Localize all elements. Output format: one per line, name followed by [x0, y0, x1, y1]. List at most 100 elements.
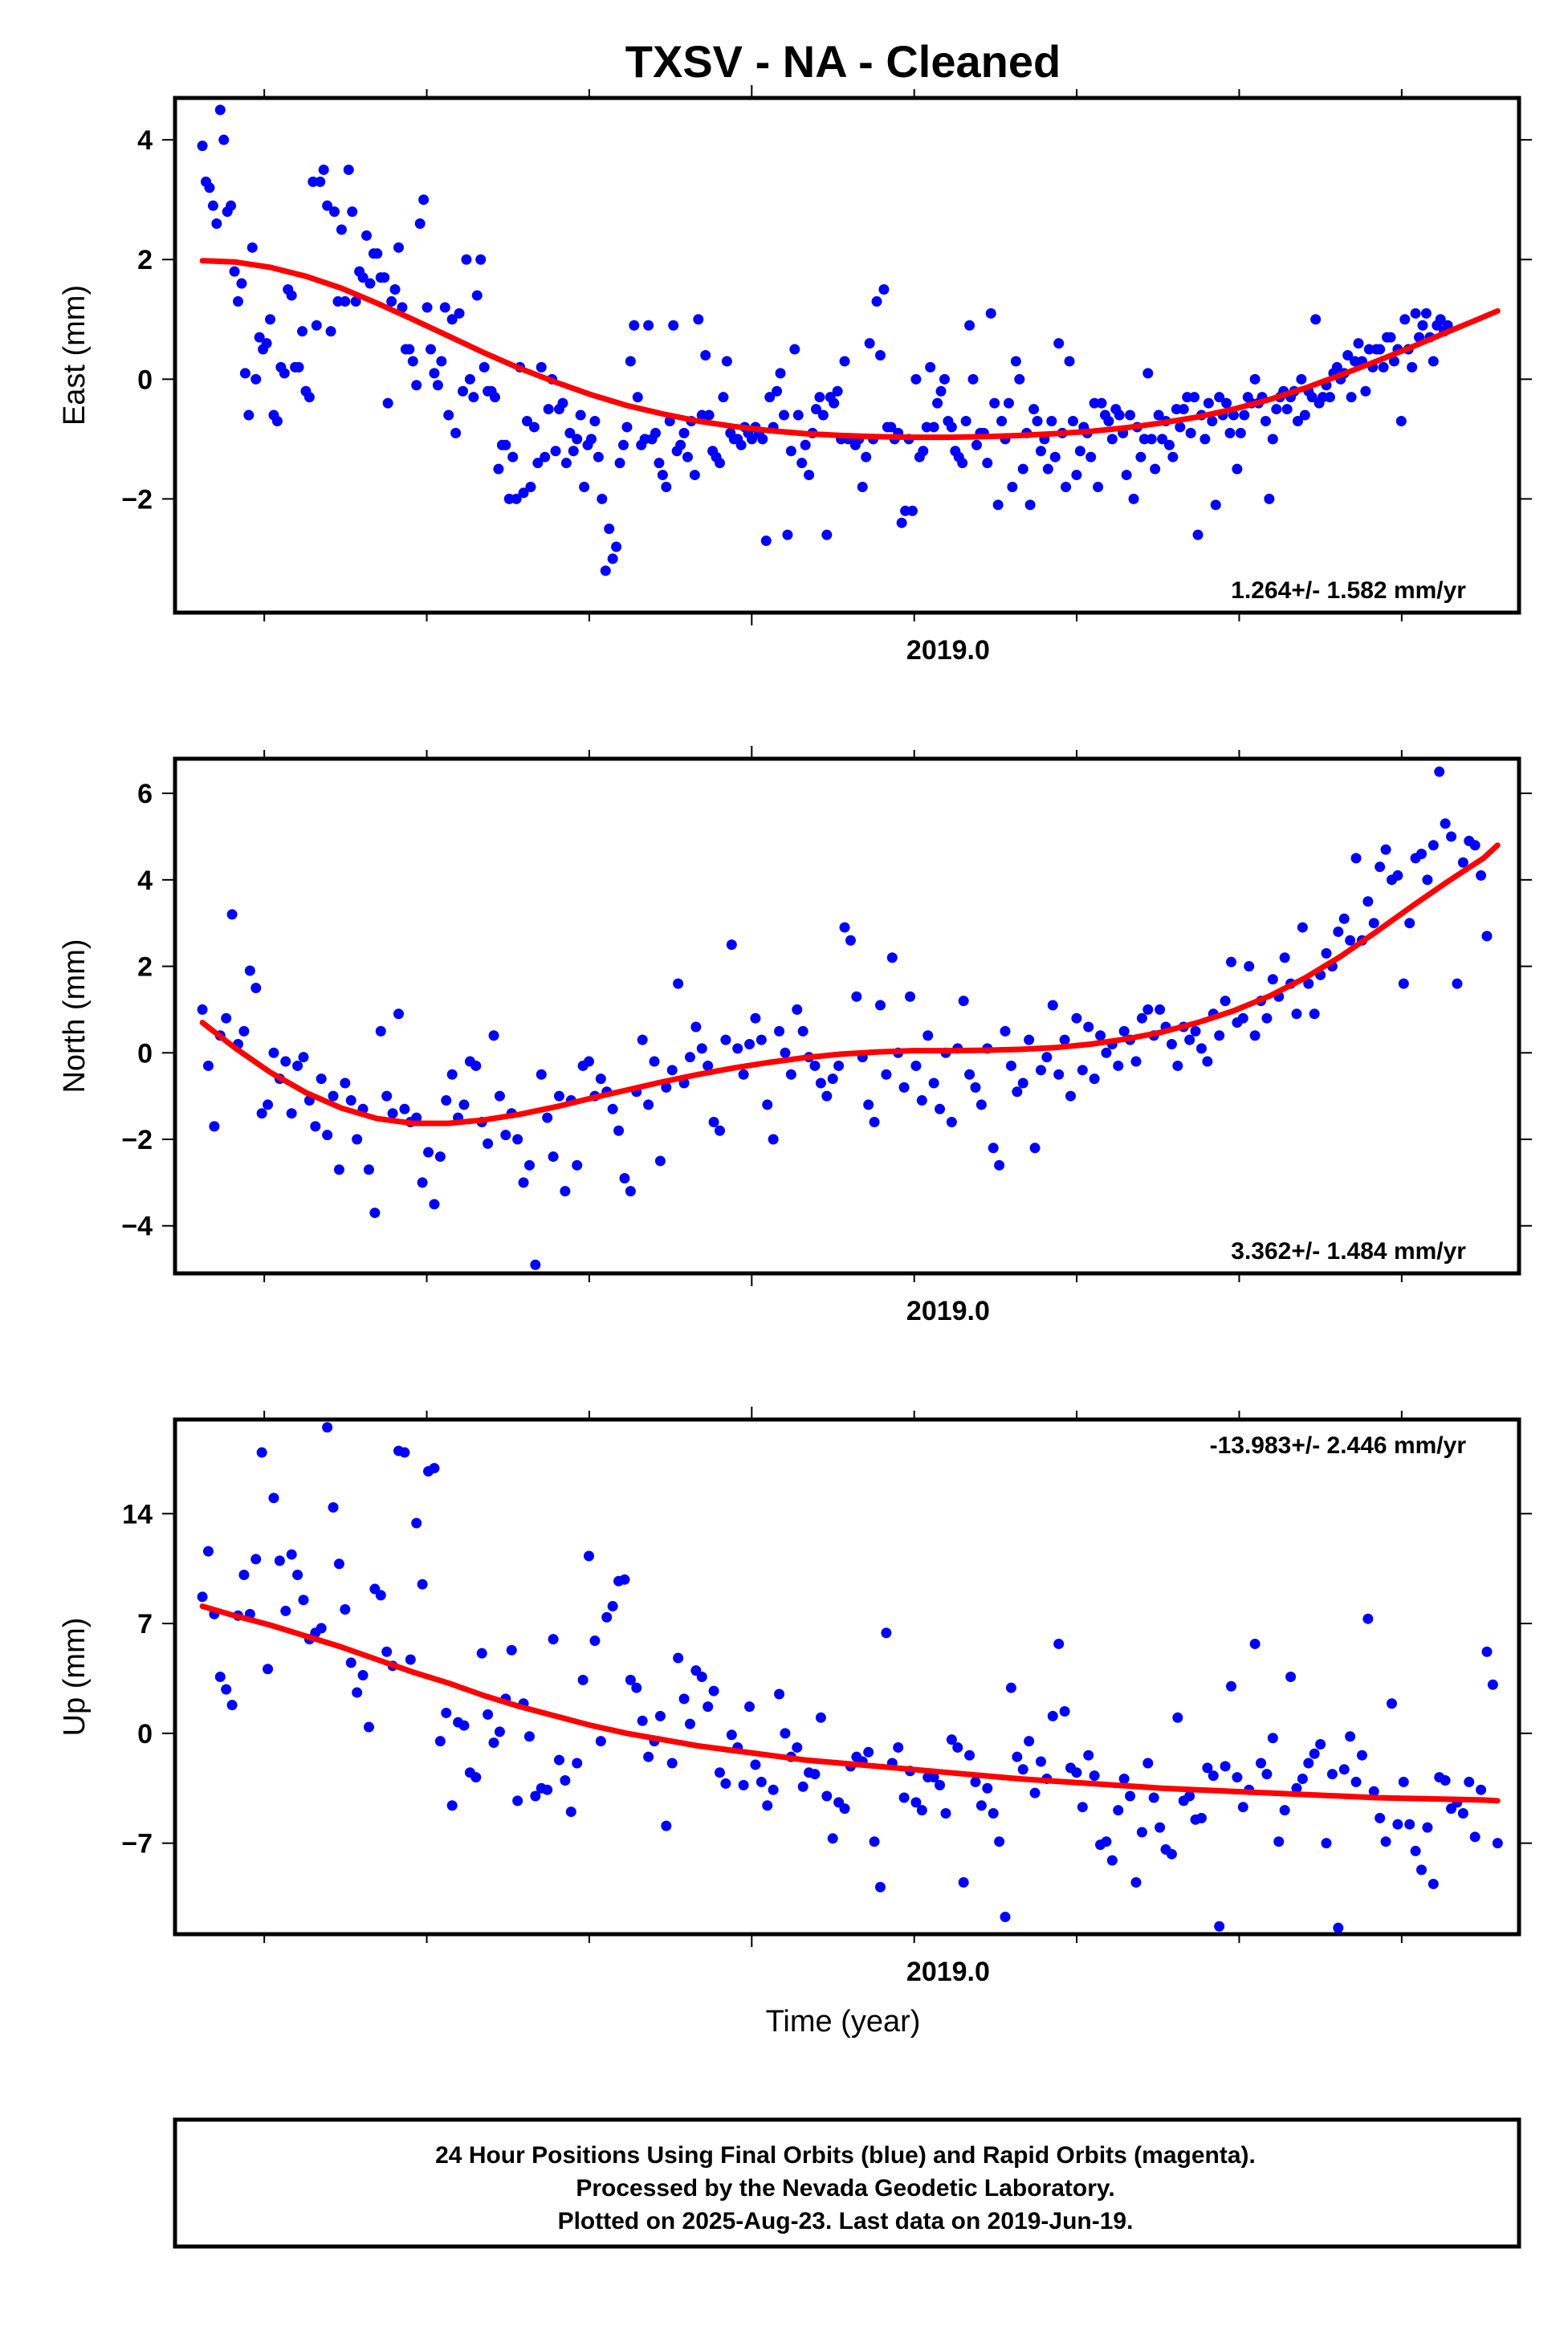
data-point: [1032, 415, 1043, 426]
data-point: [1249, 1638, 1261, 1649]
data-point: [268, 1047, 279, 1058]
data-point: [821, 1090, 833, 1102]
velocity-rate-label: 3.362+/- 1.484 mm/yr: [1231, 1238, 1466, 1265]
data-point: [1279, 1805, 1290, 1816]
data-point: [1017, 1077, 1028, 1089]
data-point: [1338, 913, 1350, 924]
data-point: [1345, 1731, 1356, 1742]
data-point: [871, 295, 882, 307]
data-point: [661, 481, 672, 492]
data-point: [1012, 1086, 1023, 1098]
data-point: [263, 1664, 274, 1675]
data-point: [839, 356, 850, 367]
data-point: [964, 320, 975, 331]
data-point: [280, 1605, 291, 1616]
data-point: [1135, 451, 1146, 462]
y-tick-label: 0: [137, 365, 153, 395]
data-point: [379, 272, 390, 283]
data-point: [1207, 415, 1218, 426]
data-point: [204, 182, 215, 193]
data-point: [1380, 1836, 1391, 1847]
data-point: [1155, 1004, 1166, 1015]
data-point: [1249, 1030, 1261, 1041]
data-point: [233, 295, 244, 307]
data-point: [1362, 896, 1374, 907]
data-point: [1210, 499, 1221, 511]
data-point: [928, 422, 939, 433]
data-point: [399, 1447, 410, 1458]
data-point: [821, 1790, 833, 1802]
panel-1: 2019.0 −2 0 2 4 East (mm) 1.264+/- 1.582 mm/yr: [58, 85, 1532, 666]
data-point: [1142, 1004, 1154, 1015]
data-point: [1417, 320, 1428, 331]
data-point: [1404, 918, 1415, 929]
data-point: [422, 302, 433, 313]
data-point: [851, 991, 862, 1002]
data-point: [815, 1712, 826, 1723]
data-point: [1089, 1770, 1100, 1782]
data-point: [500, 1130, 511, 1141]
data-point: [336, 224, 347, 235]
data-point: [780, 1728, 791, 1739]
data-point: [778, 409, 789, 421]
data-point: [673, 978, 684, 989]
data-point: [922, 1030, 934, 1041]
data-point: [1267, 1733, 1278, 1744]
data-point: [426, 344, 437, 355]
data-point: [910, 1797, 922, 1808]
footer-line-2: Processed by the Nevada Geodetic Laborat…: [576, 2175, 1114, 2202]
data-point: [726, 1729, 737, 1741]
y-axis-label: North (mm): [58, 939, 92, 1093]
data-point: [673, 1652, 684, 1664]
data-point: [1281, 404, 1293, 415]
data-point: [584, 1056, 595, 1067]
data-point: [1299, 409, 1310, 421]
data-point: [789, 344, 800, 355]
data-point: [827, 1073, 838, 1085]
data-point: [471, 290, 483, 301]
data-point: [1042, 463, 1053, 475]
data-point: [1237, 1012, 1248, 1024]
data-point: [536, 361, 547, 373]
data-point: [874, 1000, 886, 1011]
y-tick-label: 14: [122, 1499, 153, 1530]
data-point: [488, 1030, 499, 1041]
data-point: [1446, 831, 1457, 842]
data-point: [226, 200, 237, 211]
data-point: [678, 1693, 690, 1705]
data-point: [1239, 409, 1250, 421]
data-point: [932, 397, 943, 409]
data-point: [1049, 451, 1061, 462]
data-point: [525, 481, 536, 492]
data-point: [1017, 1764, 1028, 1775]
data-point: [1012, 1751, 1023, 1762]
data-point: [792, 1741, 803, 1753]
data-point: [703, 1701, 714, 1713]
plot-frame: [173, 1417, 1521, 1937]
data-point: [1125, 1790, 1136, 1802]
data-point: [340, 1603, 351, 1615]
y-tick-label: 2: [137, 245, 153, 275]
data-point: [1005, 1060, 1016, 1071]
data-point: [1089, 397, 1100, 409]
y-tick-label: 2: [137, 952, 153, 983]
data-point: [952, 1741, 963, 1753]
data-point: [1046, 415, 1057, 426]
data-point: [1464, 1776, 1475, 1787]
y-tick-label: −2: [121, 1125, 153, 1155]
data-point: [755, 1776, 767, 1787]
data-point: [994, 1836, 1005, 1847]
data-point: [512, 1134, 523, 1145]
data-point: [992, 499, 1004, 511]
data-point: [1260, 415, 1271, 426]
data-point: [423, 1147, 434, 1158]
data-point: [809, 1769, 821, 1780]
data-point: [372, 248, 383, 259]
data-point: [1353, 338, 1364, 349]
data-point: [1279, 952, 1290, 963]
data-point: [1203, 397, 1214, 409]
data-point: [593, 451, 604, 462]
data-point: [197, 1591, 208, 1603]
points-group: [197, 766, 1493, 1270]
data-point: [1077, 1065, 1088, 1076]
